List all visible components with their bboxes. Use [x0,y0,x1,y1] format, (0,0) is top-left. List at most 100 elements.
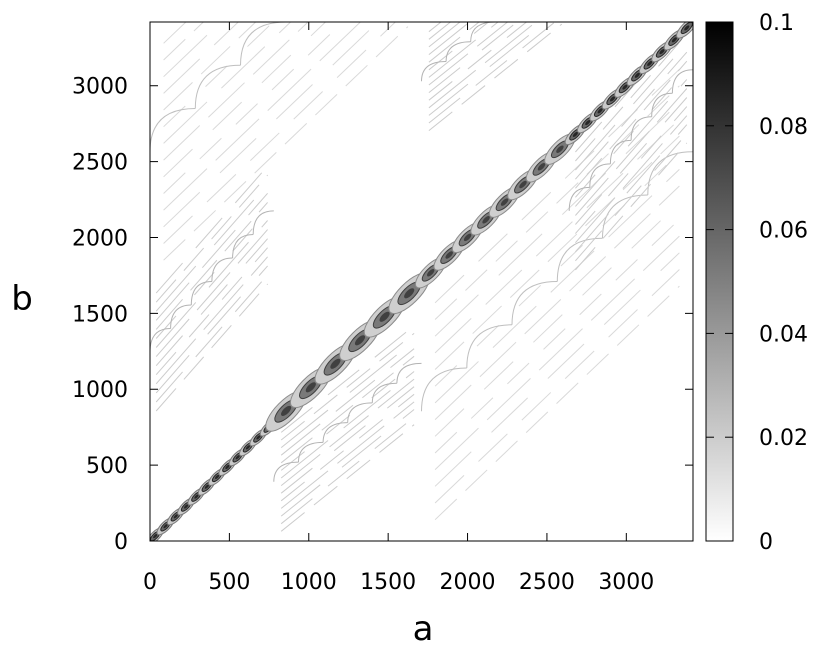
off-diagonal-streak [428,22,490,71]
off-diagonal-streak [575,106,688,234]
y-tick-label: 2000 [72,226,128,251]
off-diagonal-streak [163,22,327,178]
y-tick-label: 2500 [72,151,128,176]
off-diagonal-streak [163,22,205,61]
off-diagonal-streak [280,333,415,441]
block-edge-arc [445,41,471,62]
block-edge-arc [568,186,590,211]
off-diagonal-streak [163,22,344,194]
block-edge-arc [273,461,299,482]
off-diagonal-streak [163,22,239,94]
off-diagonal-streak [428,22,461,48]
off-diagonal-streak [434,152,680,387]
colorbar-tick-label: 0.1 [759,11,794,36]
off-diagonal-streak [428,22,556,124]
off-diagonal-streak [575,88,688,216]
block-edge-arc [511,281,558,325]
heatmap-data-layer [150,22,693,541]
off-diagonal-streak [434,85,680,320]
off-diagonal-streak [575,97,688,225]
off-diagonal-streak [428,22,547,116]
off-diagonal-streak [280,401,415,509]
off-diagonal-streak [163,22,292,144]
x-tick-label: 1000 [281,570,337,595]
off-diagonal-streak [428,22,480,63]
off-diagonal-streak [155,229,268,357]
off-diagonal-streak [280,325,415,433]
y-tick-label: 3000 [72,75,128,100]
off-diagonal-streak [280,348,415,456]
off-diagonal-streak [163,22,222,78]
off-diagonal-streak [163,26,409,261]
block-edge-arc [396,362,422,384]
off-diagonal-streak [434,185,680,420]
off-diagonal-streak [155,165,268,294]
block-edge-arc [252,210,274,235]
off-diagonal-streak [280,355,415,464]
colorbar-gradient [705,21,734,542]
block-edge-arc [232,234,254,259]
colorbar-axis: 0 0.02 0.04 0.06 0.08 0.1 [706,11,808,555]
off-diagonal-streak [280,386,415,494]
off-diagonal-streak [280,363,415,471]
off-diagonal-streak [434,219,680,454]
off-diagonal-streak [280,409,415,517]
off-diagonal-streak [575,60,688,189]
off-diagonal-streak [428,22,471,55]
off-diagonal-streak [280,416,415,525]
off-diagonal-streak [280,424,415,532]
off-diagonal-streak [155,183,268,312]
off-diagonal-streak [434,68,680,304]
off-diagonal-streak [155,256,268,385]
off-diagonal-streak [575,79,688,207]
block-edge-arc [421,367,467,412]
block-edge-arc [170,304,192,329]
off-diagonal-streak [280,371,415,479]
off-diagonal-streak [575,42,688,171]
off-diagonal-streak [163,22,379,228]
off-diagonal-streak [428,22,452,40]
off-diagonal-streak [155,220,268,348]
off-diagonal-streak [155,174,268,303]
block-edge-arc [589,163,611,188]
y-tick-label: 0 [114,530,128,555]
y-tick-label: 1500 [72,302,128,327]
block-edge-arc [211,257,233,282]
off-diagonal-streak [434,169,680,404]
off-diagonal-streak [434,102,680,337]
off-diagonal-streak [575,51,688,180]
off-diagonal-streak [428,22,499,78]
x-tick-label: 500 [208,570,250,595]
off-diagonal-streak [163,22,309,161]
off-diagonal-streak [155,238,268,367]
colorbar-tick-label: 0.02 [759,426,808,451]
y-axis: 0 500 1000 1500 2000 2500 3000 [72,75,693,555]
off-diagonal-streak [428,22,518,93]
block-edge-arc [602,194,648,239]
off-diagonal-streak [575,133,688,262]
x-tick-label: 2000 [440,570,496,595]
off-diagonal-streak [155,202,268,330]
block-edge-arc [194,64,241,109]
off-diagonal-streak [575,115,688,244]
off-diagonal-streak [155,192,268,321]
x-axis: 0 500 1000 1500 2000 2500 3000 [143,22,654,595]
block-edge-arc [466,324,513,369]
off-diagonal-streak [434,252,680,487]
off-diagonal-streak [163,22,257,111]
off-diagonal-streak [428,23,563,131]
diagonal-lens [676,22,693,39]
colorbar-tick-label: 0 [759,530,773,555]
block-edge-arc [240,22,286,66]
block-edge-arc [190,281,212,306]
block-edge-arc [421,61,447,82]
plot-frame [149,21,694,542]
x-tick-label: 0 [143,570,157,595]
off-diagonal-streak [575,142,688,271]
off-diagonal-streak [280,393,415,502]
y-tick-label: 1000 [72,378,128,403]
off-diagonal-streak [434,235,680,470]
x-tick-label: 2500 [519,570,575,595]
off-diagonal-streak [428,22,528,101]
